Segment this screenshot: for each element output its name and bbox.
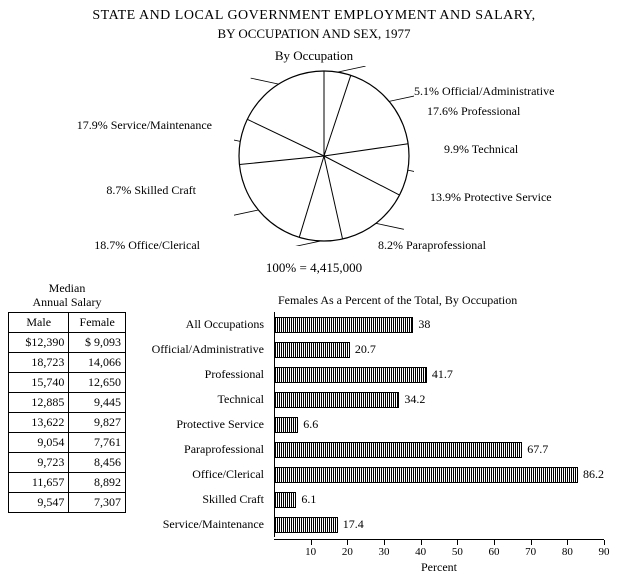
salary-cell: 7,761 (69, 432, 126, 452)
salary-cell: 9,723 (9, 452, 69, 472)
table-row: 9,7238,456 (9, 452, 126, 472)
occupation-label: Official/Administrative (126, 337, 272, 362)
axis-tick-label: 70 (525, 546, 536, 558)
pie-slice-label: 5.1% Official/Administrative (414, 84, 554, 99)
occupation-label: Service/Maintenance (126, 512, 272, 537)
bar-row: 34.2 (274, 387, 604, 412)
salary-cell: 8,456 (69, 452, 126, 472)
pie-slice-label: 17.9% Service/Maintenance (77, 118, 212, 133)
pie-slice-label: 8.7% Skilled Craft (106, 183, 196, 198)
bar-value-label: 34.2 (404, 392, 425, 407)
axis-tick-label: 20 (342, 546, 353, 558)
occupation-label: Office/Clerical (126, 462, 272, 487)
table-row: 18,72314,066 (9, 352, 126, 372)
table-row: $12,390$ 9,093 (9, 332, 126, 352)
table-row: 15,74012,650 (9, 372, 126, 392)
pie-chart-region: By Occupation 5.1% Official/Administrati… (8, 48, 620, 278)
bar-value-label: 6.6 (303, 417, 318, 432)
salary-cell: 7,307 (69, 492, 126, 512)
bar-row: 86.2 (274, 462, 604, 487)
axis-label-percent: Percent (421, 560, 457, 575)
axis-tick-label: 50 (452, 546, 463, 558)
salary-cell: 13,622 (9, 412, 69, 432)
table-row: 9,5477,307 (9, 492, 126, 512)
salary-table: Male Female $12,390$ 9,09318,72314,06615… (8, 312, 126, 513)
occupation-label: Skilled Craft (126, 487, 272, 512)
bar (274, 442, 522, 458)
salary-cell: 9,445 (69, 392, 126, 412)
bar (274, 417, 298, 433)
bar (274, 517, 338, 533)
salary-title-l2: Annual Salary (33, 295, 102, 309)
occupation-label: Technical (126, 387, 272, 412)
bar (274, 317, 413, 333)
salary-cell: 14,066 (69, 352, 126, 372)
axis-tick-label: 60 (489, 546, 500, 558)
pie-slice-label: 9.9% Technical (444, 142, 518, 157)
bar-value-label: 41.7 (432, 367, 453, 382)
axis-tick-label: 10 (305, 546, 316, 558)
pie-slice-label: 13.9% Protective Service (430, 190, 552, 205)
bar-row: 6.6 (274, 412, 604, 437)
table-row: 13,6229,827 (9, 412, 126, 432)
bar-row: 41.7 (274, 362, 604, 387)
bar (274, 492, 296, 508)
table-row: 9,0547,761 (9, 432, 126, 452)
salary-cell: 18,723 (9, 352, 69, 372)
salary-table-region: Median Annual Salary Male Female $12,390… (8, 282, 126, 574)
salary-cell: 9,547 (9, 492, 69, 512)
bar (274, 467, 578, 483)
salary-cell: 9,054 (9, 432, 69, 452)
salary-cell: 8,892 (69, 472, 126, 492)
axis-tick-label: 90 (599, 546, 610, 558)
occupation-label: Paraprofessional (126, 437, 272, 462)
bar-value-label: 6.1 (301, 492, 316, 507)
bar-row: 20.7 (274, 337, 604, 362)
pie-slice-label: 8.2% Paraprofessional (378, 238, 486, 253)
salary-cell: 12,650 (69, 372, 126, 392)
salary-cell: $12,390 (9, 332, 69, 352)
pie-chart (234, 66, 414, 246)
bar-value-label: 86.2 (583, 467, 604, 482)
bar-row: 17.4 (274, 512, 604, 537)
occupation-labels: All OccupationsOfficial/AdministrativePr… (126, 282, 272, 574)
salary-cell: 15,740 (9, 372, 69, 392)
pie-slice-label: 17.6% Professional (427, 104, 520, 119)
page-subtitle: BY OCCUPATION AND SEX, 1977 (8, 26, 620, 42)
pie-slice-label: 18.7% Office/Clerical (94, 238, 200, 253)
bar-row: 6.1 (274, 487, 604, 512)
bar-chart-title: Females As a Percent of the Total, By Oc… (272, 282, 620, 308)
table-row: 11,6578,892 (9, 472, 126, 492)
bar (274, 367, 427, 383)
salary-cell: 12,885 (9, 392, 69, 412)
pie-heading: By Occupation (275, 48, 353, 64)
table-row: 12,8859,445 (9, 392, 126, 412)
bar-value-label: 17.4 (343, 517, 364, 532)
bar-value-label: 20.7 (355, 342, 376, 357)
occupation-label: Professional (126, 362, 272, 387)
page-title: STATE AND LOCAL GOVERNMENT EMPLOYMENT AN… (8, 8, 620, 24)
bar-value-label: 38 (418, 317, 430, 332)
col-header-male: Male (9, 312, 69, 332)
bar-chart: 38 20.7 41.7 34.2 6.6 67.7 86.2 6.1 17.4 (274, 312, 604, 537)
bar (274, 342, 350, 358)
bar-chart-region: Females As a Percent of the Total, By Oc… (272, 282, 620, 574)
salary-cell: 9,827 (69, 412, 126, 432)
pie-total-label: 100% = 4,415,000 (266, 260, 362, 276)
axis-tick-label: 80 (562, 546, 573, 558)
col-header-female: Female (69, 312, 126, 332)
axis-tick-label: 40 (415, 546, 426, 558)
bar-value-label: 67.7 (527, 442, 548, 457)
bar-row: 38 (274, 312, 604, 337)
occupation-label: All Occupations (126, 312, 272, 337)
bar (274, 392, 399, 408)
salary-cell: 11,657 (9, 472, 69, 492)
occupation-label: Protective Service (126, 412, 272, 437)
bar-chart-x-axis: Percent 102030405060708090 (274, 539, 604, 574)
salary-table-title: Median Annual Salary (8, 282, 126, 310)
salary-cell: $ 9,093 (69, 332, 126, 352)
salary-title-l1: Median (49, 281, 86, 295)
axis-tick-label: 30 (379, 546, 390, 558)
bar-row: 67.7 (274, 437, 604, 462)
